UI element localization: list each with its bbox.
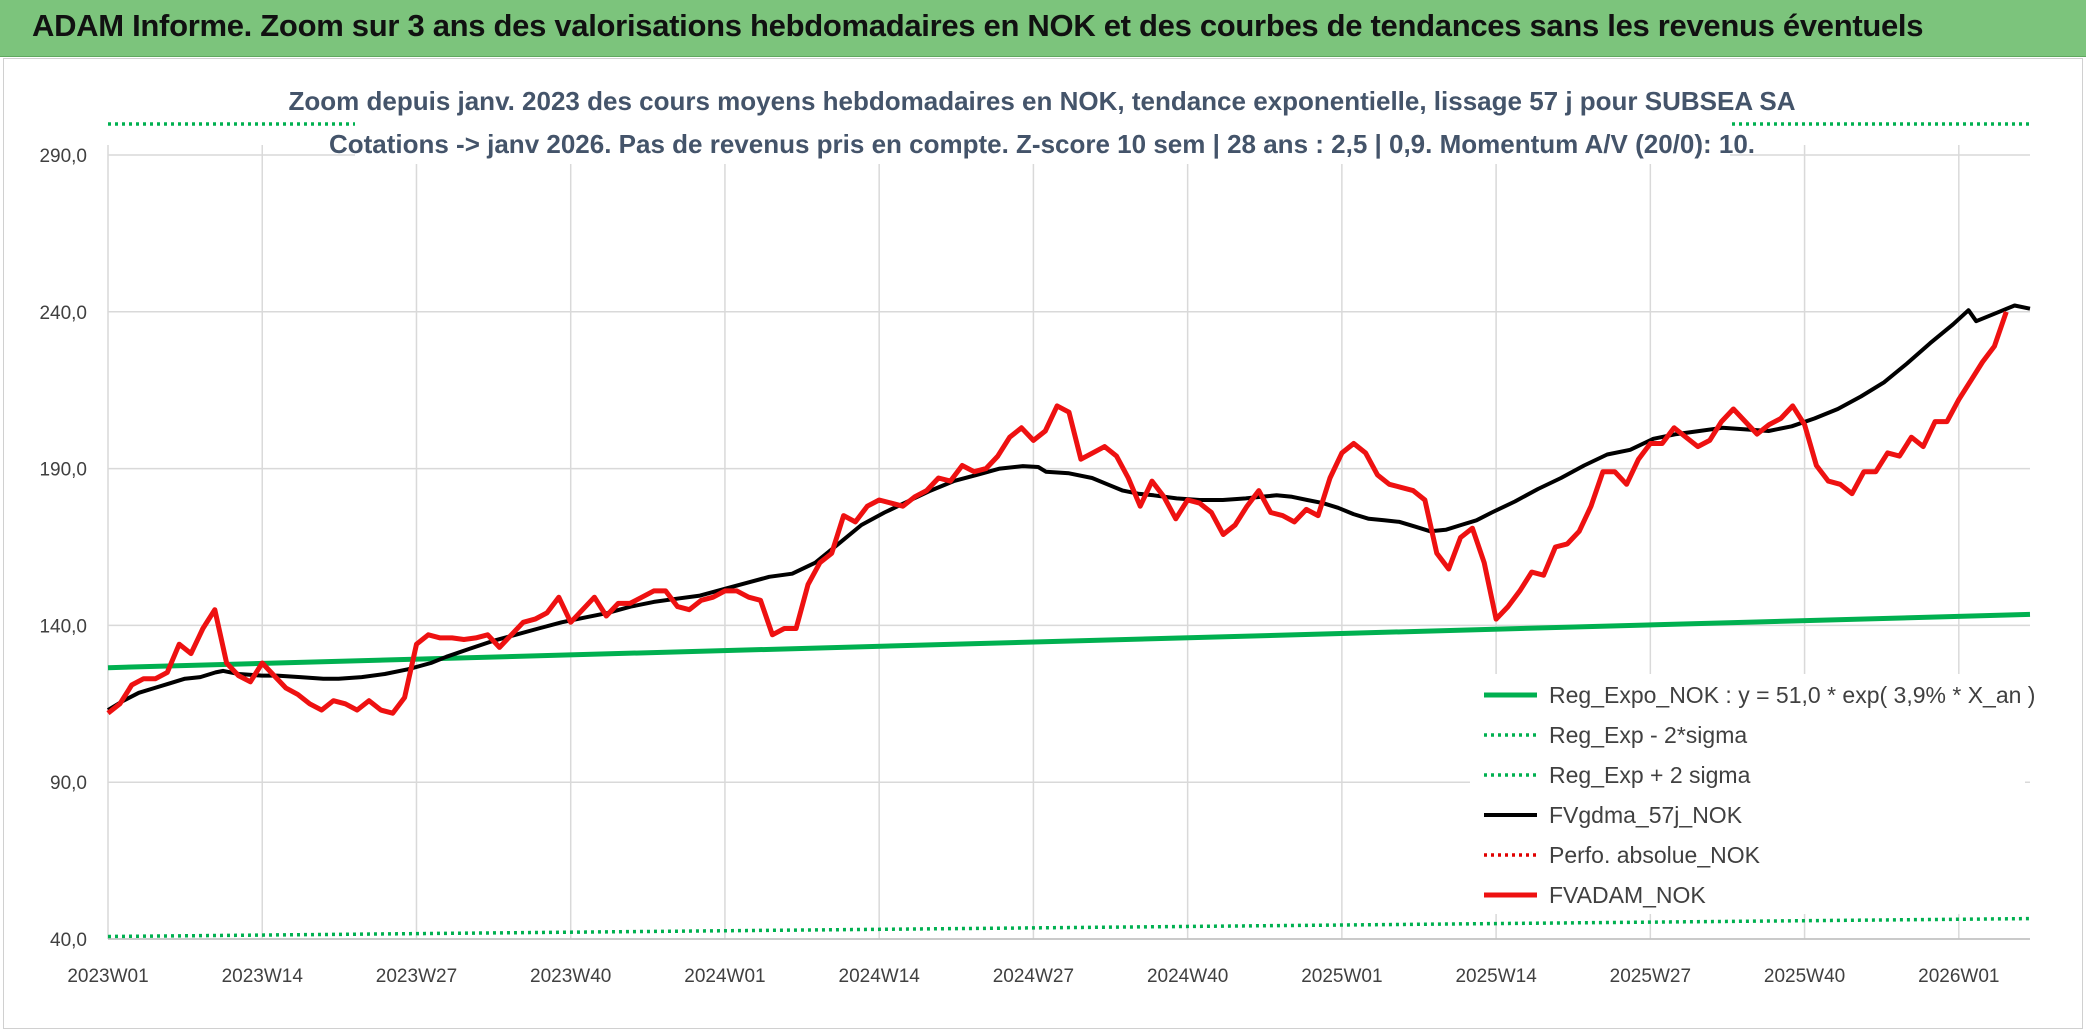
legend-background xyxy=(1470,674,2025,914)
series-line-0 xyxy=(107,611,2031,671)
legend-label: Perfo. absolue_NOK xyxy=(1549,842,1761,868)
x-tick-label: 2024W14 xyxy=(839,966,921,987)
x-tick-label: 2023W14 xyxy=(222,966,304,987)
chart-subtitle-line1: Zoom depuis janv. 2023 des cours moyens … xyxy=(289,86,1796,116)
legend-label: Reg_Exp + 2 sigma xyxy=(1549,762,1751,788)
y-tick-label: 40,0 xyxy=(50,930,87,951)
legend-label: Reg_Exp - 2*sigma xyxy=(1549,722,1747,748)
x-tick-label: 2025W27 xyxy=(1610,966,1691,987)
y-tick-label: 190,0 xyxy=(39,460,87,481)
legend: Reg_Expo_NOK : y = 51,0 * exp( 3,9% * X_… xyxy=(1470,674,2035,914)
y-tick-label: 140,0 xyxy=(39,616,87,637)
subtitle-background xyxy=(355,88,1730,164)
x-tick-label: 2023W27 xyxy=(376,966,457,987)
page-title: ADAM Informe. Zoom sur 3 ans des valoris… xyxy=(32,8,1924,43)
y-tick-label: 240,0 xyxy=(39,303,87,324)
legend-label: FVADAM_NOK xyxy=(1549,882,1706,908)
x-tick-label: 2024W01 xyxy=(684,966,765,987)
legend-label: FVgdma_57j_NOK xyxy=(1549,802,1743,828)
x-tick-label: 2024W27 xyxy=(993,966,1074,987)
series-line-5 xyxy=(106,310,2009,716)
x-tick-label: 2025W01 xyxy=(1301,966,1382,987)
y-axis-ticks: 290,0 240,0 190,0 140,0 90,0 40,0 xyxy=(39,146,87,951)
x-tick-label: 2025W14 xyxy=(1455,966,1537,987)
x-tick-label: 2025W40 xyxy=(1764,966,1845,987)
x-axis-ticks: 2023W01 2023W14 2023W27 2023W40 2024W01 2024W… xyxy=(67,966,1999,987)
header-banner: ADAM Informe. Zoom sur 3 ans des valoris… xyxy=(0,0,2086,57)
legend-label: Reg_Expo_NOK : y = 51,0 * exp( 3,9% * X_… xyxy=(1549,682,2035,708)
y-tick-label: 290,0 xyxy=(39,146,87,167)
series-line-1 xyxy=(107,916,2031,939)
chart-subtitle-line2: Cotations -> janv 2026. Pas de revenus p… xyxy=(329,129,1755,159)
x-tick-label: 2026W01 xyxy=(1918,966,1999,987)
series-line-3 xyxy=(106,303,2031,712)
x-tick-label: 2023W40 xyxy=(530,966,611,987)
x-tick-label: 2023W01 xyxy=(67,966,148,987)
chart-frame xyxy=(3,58,2083,1029)
x-tick-label: 2024W40 xyxy=(1147,966,1228,987)
y-tick-label: 90,0 xyxy=(50,773,87,794)
